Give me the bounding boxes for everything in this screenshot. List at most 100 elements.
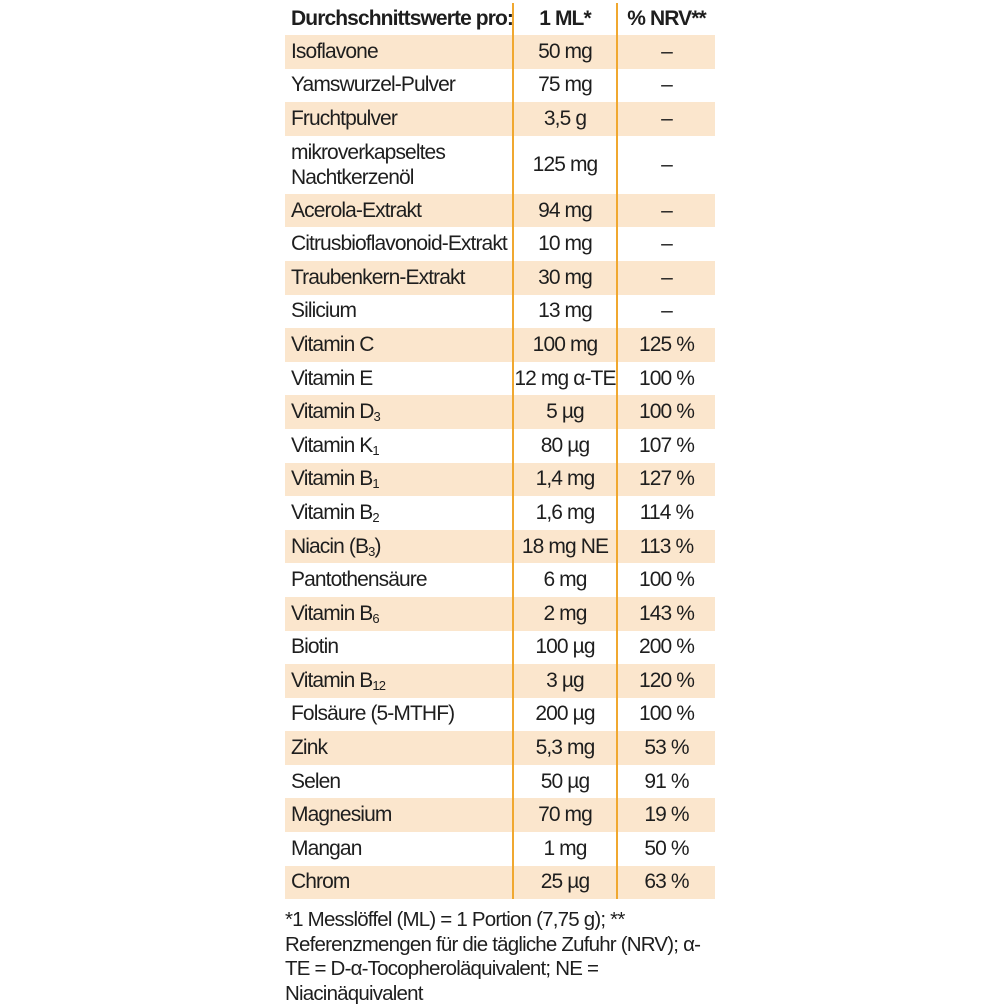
nutrient-suffix: ) (374, 534, 381, 558)
table-row: Vitamin C 100 mg 125 % (285, 328, 715, 362)
table-row: Magnesium 70 mg 19 % (285, 798, 715, 833)
nutrient-name: Traubenkern-Extrakt (285, 260, 513, 295)
table-header-row: Durchschnittswerte pro: 1 ML* % NRV** (285, 3, 715, 35)
nutrient-label: Acerola-Extrakt (291, 198, 422, 222)
nrv-percent: – (617, 102, 715, 136)
nutrient-name: Mangan (285, 832, 513, 866)
nutrient-label: Niacin (B (291, 534, 369, 558)
header-nrv: % NRV** (627, 7, 706, 30)
amount-per-scoop: 30 mg (512, 260, 618, 295)
nutrient-name: Vitamin E (285, 362, 513, 396)
nutrient-name: Citrusbioflavonoid-Extrakt (285, 227, 513, 261)
nrv-percent: – (617, 35, 715, 69)
nutrient-label: Folsäure (5-MTHF) (291, 702, 455, 726)
nutrient-label: Vitamin D (291, 400, 374, 424)
nutrient-subscript: 12 (372, 677, 386, 693)
amount-per-scoop: 94 mg (512, 193, 618, 228)
nutrient-subscript: 6 (372, 610, 379, 626)
nutrient-label: Chrom (291, 870, 350, 894)
nutrient-label: Silicium (291, 299, 357, 323)
table-row: Vitamin B6 2 mg 143 % (285, 596, 715, 631)
nrv-percent: 127 % (617, 462, 715, 497)
nutrient-label: Biotin (291, 635, 339, 659)
nutrient-label: Mangan (291, 836, 362, 860)
nrv-percent: 53 % (617, 731, 715, 765)
amount-per-scoop: 6 mg (512, 563, 618, 597)
nutrient-name: Biotin (285, 631, 513, 665)
nrv-percent: 19 % (617, 798, 715, 833)
nrv-percent: – (617, 193, 715, 228)
table-row: Mangan 1 mg 50 % (285, 832, 715, 866)
amount-per-scoop: 5 µg (512, 395, 618, 429)
amount-per-scoop: 3,5 g (512, 102, 618, 136)
nrv-percent: 100 % (617, 395, 715, 429)
nutrient-name: Isoflavone (285, 35, 513, 69)
table-row: Silicium 13 mg – (285, 294, 715, 329)
footnote: *1 Messlöffel (ML) = 1 Portion (7,75 g);… (285, 908, 701, 1005)
nrv-percent: – (661, 299, 673, 323)
nutrient-subscript: 3 (368, 543, 375, 559)
table-row: mikroverkapseltes Nachtkerzenöl 125 mg – (285, 135, 715, 194)
nrv-percent: – (661, 73, 673, 97)
nutrient-label: Vitamin B (291, 467, 373, 491)
nutrient-name: Silicium (285, 295, 513, 329)
nutrient-label: Pantothensäure (291, 568, 428, 592)
nutrient-name: Vitamin D3 (285, 395, 513, 429)
amount-per-scoop: 75 mg (512, 68, 618, 103)
table-row: Isoflavone 50 mg – (285, 35, 715, 69)
table-row: Chrom 25 µg 63 % (285, 865, 715, 900)
amount-per-scoop: 125 mg (512, 135, 618, 194)
amount-per-scoop: 5,3 mg (512, 731, 618, 765)
nrv-percent: 120 % (617, 664, 715, 698)
nutrient-name: Folsäure (5-MTHF) (285, 698, 513, 732)
nutrient-name: Niacin (B3) (285, 529, 513, 564)
amount-per-scoop: 80 µg (512, 428, 618, 463)
amount-per-scoop: 200 µg (512, 697, 618, 732)
nutrient-name: Acerola-Extrakt (285, 193, 513, 228)
amount-per-scoop: 10 mg (512, 227, 618, 261)
nutrient-subscript: 2 (372, 509, 379, 525)
table-row: Traubenkern-Extrakt 30 mg – (285, 260, 715, 295)
header-nutrient: Durchschnittswerte pro: (291, 7, 514, 30)
nutrient-subscript: 1 (372, 442, 379, 458)
nutrient-subscript: 3 (373, 409, 381, 425)
nrv-percent: 63 % (617, 865, 715, 900)
amount-per-scoop: 70 mg (512, 798, 618, 833)
table-row: Vitamin B2 1,6 mg 114 % (285, 496, 715, 530)
nrv-percent: 100 % (638, 366, 695, 390)
amount-per-scoop: 2 mg (512, 596, 618, 631)
nrv-percent: – (617, 260, 715, 295)
table-row: Citrusbioflavonoid-Extrakt 10 mg – (285, 227, 715, 261)
nutrient-name: Pantothensäure (285, 563, 513, 597)
nutrient-label: Vitamin C (291, 332, 374, 356)
table-row: Vitamin B12 3 µg 120 % (285, 664, 715, 698)
nutrient-label: Traubenkern-Extrakt (291, 265, 465, 289)
nutrient-label: Zink (291, 736, 328, 760)
nutrient-label: Selen (291, 769, 341, 793)
table-row: Acerola-Extrakt 94 mg – (285, 193, 715, 228)
nutrient-name: Zink (285, 731, 513, 765)
nutrient-label: Vitamin B (291, 601, 373, 625)
nutrient-name: Chrom (285, 865, 513, 900)
nutrient-label: Vitamin K (291, 433, 373, 457)
nutrition-table: Durchschnittswerte pro: 1 ML* % NRV** Is… (285, 3, 715, 900)
nrv-percent: – (661, 152, 673, 176)
nutrient-label: Vitamin E (291, 366, 373, 390)
amount-per-scoop: 1 mg (512, 832, 618, 866)
nutrient-label: Yamswurzel-Pulver (291, 73, 456, 97)
table-row: Selen 50 µg 91 % (285, 764, 715, 799)
amount-per-scoop: 100 mg (512, 328, 618, 362)
nrv-percent: 200 % (638, 635, 695, 659)
amount-per-scoop: 50 mg (512, 35, 618, 69)
nutrient-name: mikroverkapseltes Nachtkerzenöl (285, 136, 513, 194)
nutrient-name: Yamswurzel-Pulver (285, 69, 513, 103)
table-row: Vitamin K1 80 µg 107 % (285, 428, 715, 463)
table-row: Vitamin D3 5 µg 100 % (285, 395, 715, 429)
nutrient-label: Fruchtpulver (291, 106, 398, 130)
nutrient-name: Fruchtpulver (285, 102, 513, 136)
amount-per-scoop: 18 mg NE (512, 529, 618, 564)
table-row: Pantothensäure 6 mg 100 % (285, 563, 715, 597)
amount-per-scoop: 100 µg (512, 630, 618, 665)
nutrient-subscript: 1 (372, 476, 379, 492)
table-row: Fruchtpulver 3,5 g – (285, 102, 715, 136)
